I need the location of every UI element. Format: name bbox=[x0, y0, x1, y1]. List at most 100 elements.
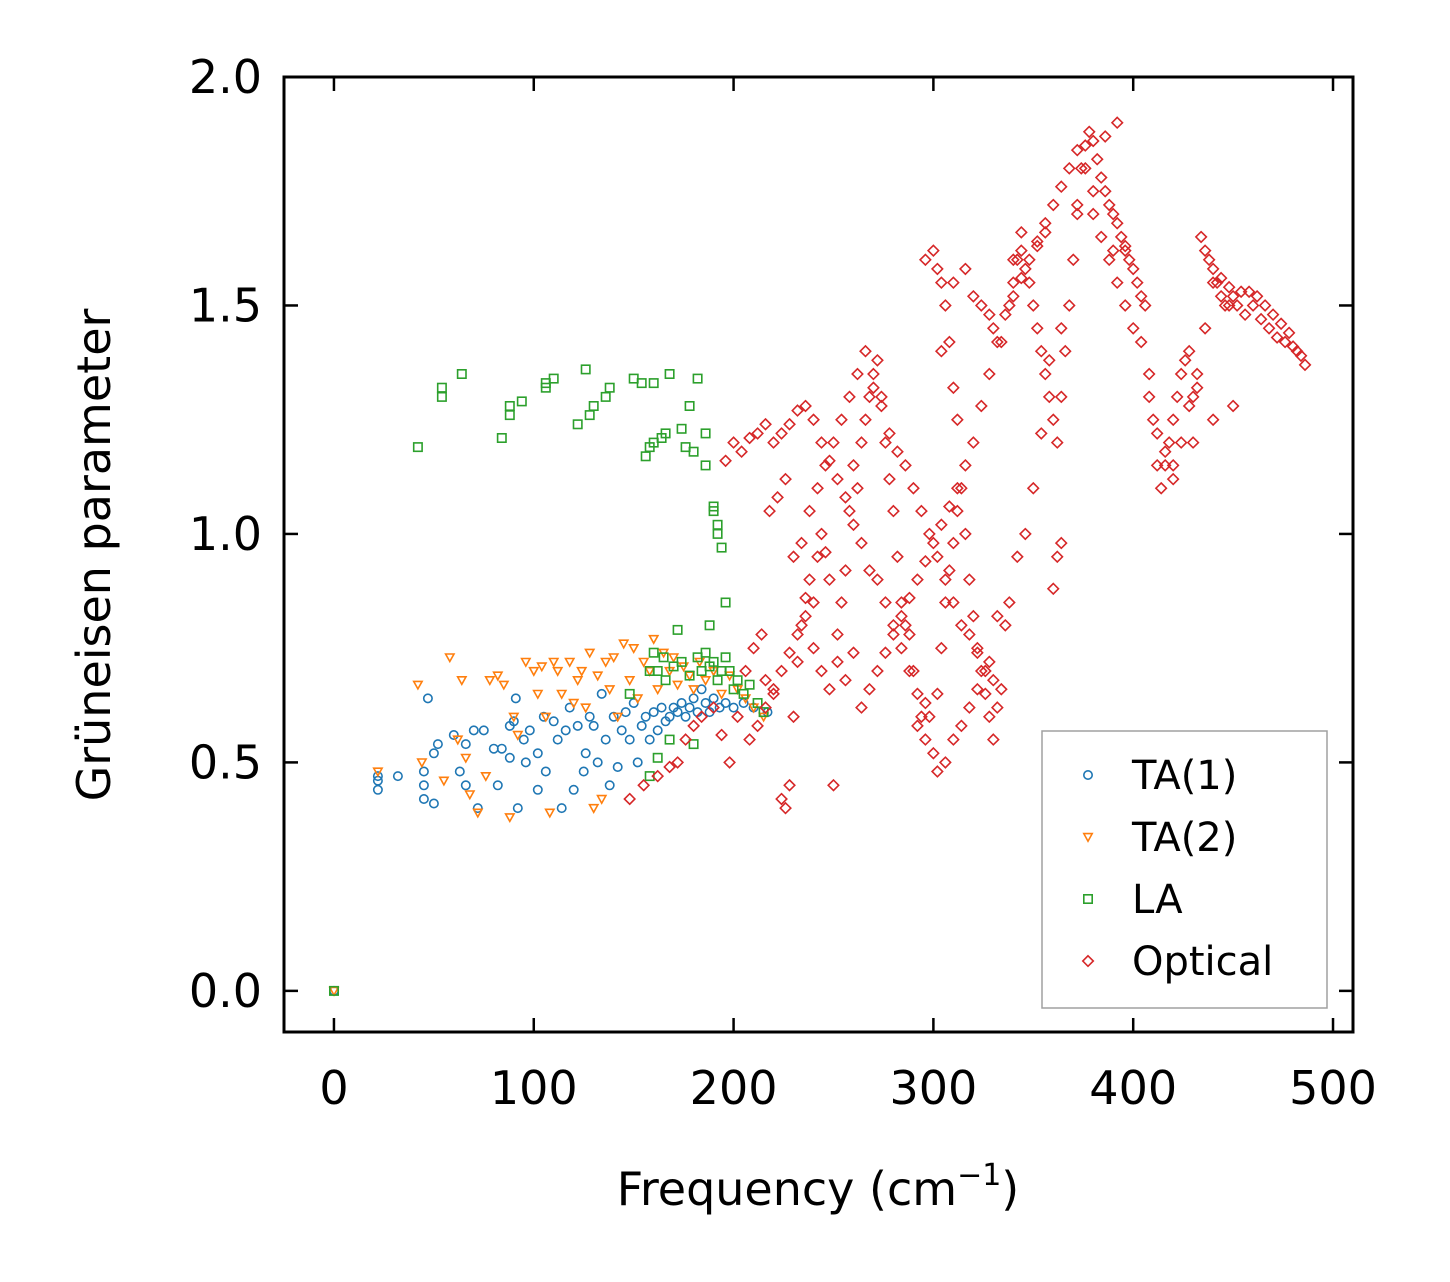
data-point bbox=[700, 428, 711, 439]
data-point bbox=[568, 698, 580, 709]
data-point bbox=[871, 573, 884, 587]
data-point bbox=[775, 427, 788, 440]
data-point bbox=[640, 451, 651, 462]
data-point bbox=[1254, 312, 1268, 326]
data-point bbox=[1266, 308, 1280, 322]
legend-marker bbox=[1083, 769, 1094, 780]
data-point bbox=[504, 813, 516, 824]
legend-label: TA(2) bbox=[1131, 815, 1237, 861]
legend-label: TA(1) bbox=[1131, 753, 1237, 799]
data-point bbox=[982, 367, 996, 381]
data-point bbox=[372, 771, 383, 782]
data-point bbox=[926, 536, 940, 550]
data-point bbox=[664, 734, 675, 745]
data-point bbox=[1114, 230, 1128, 244]
data-point bbox=[432, 739, 443, 750]
data-point bbox=[934, 276, 948, 290]
data-point bbox=[934, 641, 948, 655]
data-point bbox=[418, 793, 429, 804]
data-point bbox=[696, 665, 707, 676]
data-point bbox=[1118, 299, 1132, 312]
data-point bbox=[986, 733, 1000, 746]
data-point bbox=[751, 427, 764, 440]
data-point bbox=[950, 481, 964, 495]
data-point bbox=[903, 591, 916, 605]
data-point bbox=[638, 657, 650, 668]
data-point bbox=[918, 733, 932, 746]
data-point bbox=[687, 719, 701, 733]
data-point bbox=[707, 701, 720, 714]
data-point bbox=[632, 694, 644, 705]
data-point bbox=[815, 527, 828, 541]
data-point bbox=[1282, 326, 1296, 340]
data-point bbox=[1038, 225, 1052, 239]
data-point bbox=[548, 373, 559, 384]
data-point bbox=[1166, 472, 1180, 486]
data-point bbox=[966, 436, 980, 449]
data-point bbox=[950, 504, 964, 518]
data-point bbox=[783, 778, 796, 792]
data-point bbox=[496, 432, 507, 443]
data-point bbox=[795, 536, 808, 550]
data-point bbox=[1182, 344, 1196, 358]
data-point bbox=[1018, 262, 1032, 276]
data-point bbox=[712, 675, 723, 686]
data-point bbox=[875, 399, 888, 413]
data-point bbox=[855, 701, 868, 714]
data-point bbox=[823, 682, 836, 696]
data-point bbox=[604, 382, 615, 393]
series-ta-1- bbox=[328, 684, 773, 996]
data-point bbox=[1214, 271, 1228, 285]
data-point bbox=[1210, 276, 1224, 290]
x-axis-label-end: ) bbox=[1001, 1162, 1019, 1216]
data-point bbox=[819, 545, 832, 559]
data-point bbox=[720, 597, 731, 608]
data-point bbox=[779, 801, 792, 815]
data-point bbox=[1054, 536, 1068, 550]
data-point bbox=[938, 299, 952, 312]
data-point bbox=[648, 634, 660, 645]
data-point bbox=[1126, 321, 1140, 335]
data-point bbox=[1078, 139, 1092, 152]
data-point bbox=[1150, 427, 1164, 440]
data-point bbox=[755, 628, 768, 641]
data-point bbox=[1218, 299, 1232, 312]
data-point bbox=[672, 680, 684, 691]
data-point bbox=[548, 716, 559, 727]
data-point bbox=[416, 758, 428, 769]
data-point bbox=[1198, 321, 1212, 335]
data-point bbox=[1062, 161, 1076, 175]
data-point bbox=[978, 664, 992, 678]
data-point bbox=[700, 647, 711, 658]
data-point bbox=[695, 710, 709, 724]
data-point bbox=[863, 564, 876, 577]
data-point bbox=[942, 500, 956, 513]
data-point bbox=[1226, 289, 1240, 303]
data-point bbox=[958, 458, 972, 472]
data-point bbox=[1002, 299, 1016, 312]
data-point bbox=[700, 675, 712, 687]
data-point bbox=[1110, 216, 1124, 230]
data-point bbox=[524, 725, 535, 736]
data-point bbox=[815, 436, 828, 449]
data-point bbox=[1106, 244, 1120, 258]
data-point bbox=[1054, 390, 1068, 404]
data-point bbox=[1022, 253, 1036, 267]
data-point bbox=[496, 743, 507, 754]
data-point bbox=[1026, 299, 1040, 312]
data-point bbox=[966, 609, 980, 623]
data-point bbox=[1038, 216, 1052, 230]
data-point bbox=[600, 657, 612, 668]
data-point bbox=[1222, 280, 1236, 294]
data-point bbox=[456, 675, 468, 687]
data-point bbox=[831, 472, 844, 486]
data-point bbox=[926, 244, 940, 258]
data-point bbox=[851, 367, 864, 381]
data-point bbox=[1014, 225, 1028, 239]
data-point bbox=[803, 504, 816, 518]
data-point bbox=[942, 335, 956, 349]
data-point bbox=[656, 702, 667, 713]
data-point bbox=[716, 689, 728, 700]
data-point bbox=[930, 687, 944, 701]
data-point bbox=[372, 784, 383, 795]
